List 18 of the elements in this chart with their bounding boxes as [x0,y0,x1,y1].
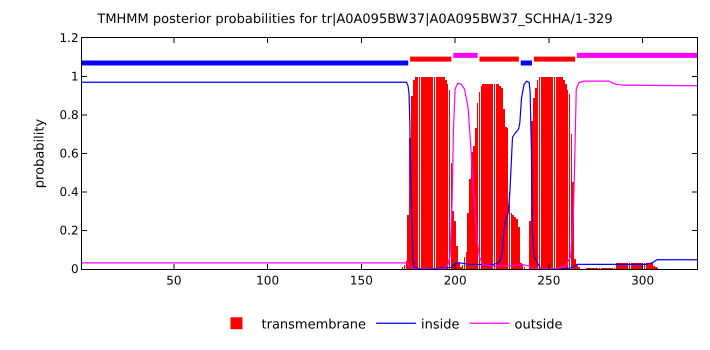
y-tick-label: 1 [70,70,79,84]
x-tick-label: 50 [166,273,182,288]
legend-label: inside [421,317,460,332]
y-tick-label: 0.4 [60,185,79,200]
legend-label: transmembrane [262,317,366,332]
y-axis-title: probability [32,118,48,188]
x-tick-label: 150 [350,273,373,288]
legend-label: outside [514,317,562,332]
x-tick-label: 300 [631,273,654,288]
y-tick-label: 1.2 [60,31,79,46]
y-tick-label: 0 [70,262,79,276]
x-tick-label: 200 [444,273,467,288]
x-tick-label: 100 [256,273,280,288]
x-tick-label: 250 [537,273,560,288]
y-tick-label: 0.8 [60,108,79,122]
chart-title: TMHMM posterior probabilities for tr|A0A095BW37|A0A095BW37_SCHHA/1-329 [96,12,613,28]
y-tick-label: 0.6 [60,146,79,161]
y-tick-label: 0.2 [60,224,79,238]
